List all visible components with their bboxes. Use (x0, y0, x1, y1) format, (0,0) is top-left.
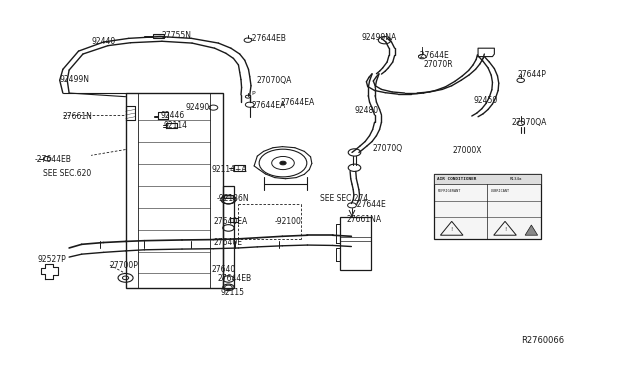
Text: !: ! (504, 227, 506, 232)
Text: -27644EB: -27644EB (35, 154, 72, 164)
Text: 27644EB: 27644EB (218, 274, 252, 283)
Text: 92115: 92115 (221, 288, 245, 297)
Text: 27070QA: 27070QA (256, 76, 291, 85)
Bar (152, 33, 164, 38)
Text: SEE SEC.274: SEE SEC.274 (320, 194, 368, 203)
Text: -92136N: -92136N (216, 194, 249, 203)
Text: 92440: 92440 (91, 38, 115, 46)
Text: 27644EA: 27644EA (251, 101, 285, 110)
Text: 27640: 27640 (211, 265, 236, 274)
Text: SEE SEC.620: SEE SEC.620 (43, 169, 91, 178)
Text: 27644EA: 27644EA (280, 98, 315, 107)
Text: 27661N: 27661N (63, 112, 93, 121)
Text: 27644P: 27644P (518, 70, 547, 79)
Text: 92114: 92114 (163, 121, 188, 130)
Bar (340, 217, 371, 270)
Text: 27070QA: 27070QA (512, 118, 547, 128)
Text: LUBRICANT: LUBRICANT (491, 189, 509, 193)
Text: 27700P: 27700P (110, 261, 139, 270)
Bar (434, 174, 541, 184)
Text: 92480: 92480 (355, 106, 379, 115)
Polygon shape (525, 225, 538, 235)
Bar (434, 174, 541, 239)
Bar (223, 186, 234, 288)
Text: 27755N: 27755N (162, 31, 192, 40)
Text: -27644E: -27644E (355, 201, 387, 209)
Text: 92114+A: 92114+A (211, 165, 247, 174)
Text: 27070Q: 27070Q (372, 144, 402, 153)
Text: REFRIGERANT: REFRIGERANT (437, 189, 461, 193)
Text: 92490: 92490 (185, 103, 209, 112)
Text: -27644EB: -27644EB (250, 34, 287, 43)
Circle shape (280, 161, 286, 165)
Text: -27644E: -27644E (417, 51, 449, 60)
Text: R134a: R134a (509, 177, 522, 181)
Text: 92450: 92450 (474, 96, 498, 105)
Text: R2760066: R2760066 (521, 336, 564, 346)
Text: !: ! (451, 227, 453, 232)
Text: 92499NA: 92499NA (362, 33, 397, 42)
Text: 27000X: 27000X (453, 146, 483, 155)
Text: AIR CONDITIONER: AIR CONDITIONER (437, 177, 477, 181)
Text: 92499N: 92499N (60, 75, 90, 84)
Text: 27640EA: 27640EA (213, 217, 248, 226)
Text: 27661NA: 27661NA (346, 215, 381, 224)
Text: -92100: -92100 (275, 217, 301, 226)
Text: 92446: 92446 (160, 111, 184, 120)
Text: 27640E: 27640E (213, 238, 243, 247)
Bar (125, 93, 223, 288)
Bar (224, 195, 233, 198)
Text: 92527P: 92527P (38, 255, 67, 264)
Text: 27070R: 27070R (424, 61, 453, 70)
Text: P: P (251, 90, 255, 96)
